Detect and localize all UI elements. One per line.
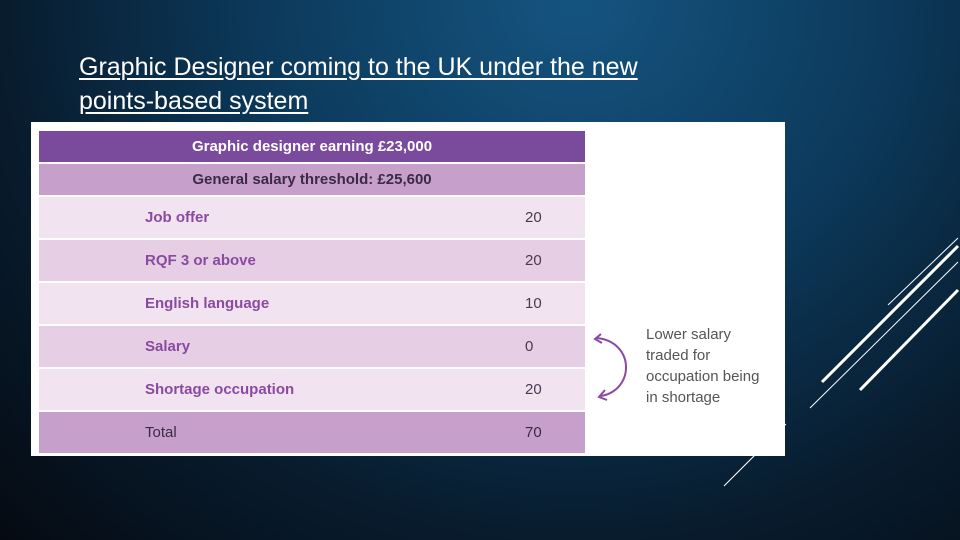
points-table: Graphic designer earning £23,000 General… (39, 129, 585, 455)
row-value-salary: 0 (525, 326, 585, 367)
table-row: Job offer 20 (39, 197, 585, 238)
row-value-english: 10 (525, 283, 585, 324)
row-label-rqf: RQF 3 or above (39, 240, 525, 281)
curved-arrow-icon (593, 333, 627, 401)
note-line: Lower salary (646, 326, 732, 343)
row-label-english: English language (39, 283, 525, 324)
total-label: Total (39, 412, 525, 453)
note-line: occupation being (646, 368, 760, 385)
points-figure: Graphic designer earning £23,000 General… (31, 122, 785, 456)
table-row: Salary 0 (39, 326, 585, 367)
row-label-salary: Salary (39, 326, 525, 367)
row-value-shortage: 20 (525, 369, 585, 410)
table-row: English language 10 (39, 283, 585, 324)
table-subheader: General salary threshold: £25,600 (39, 164, 585, 195)
table-header-row: Graphic designer earning £23,000 (39, 131, 585, 162)
row-value-rqf: 20 (525, 240, 585, 281)
row-label-job-offer: Job offer (39, 197, 525, 238)
table-row: RQF 3 or above 20 (39, 240, 585, 281)
table-total-row: Total 70 (39, 412, 585, 453)
total-value: 70 (525, 412, 585, 453)
note-line: traded for (646, 347, 711, 364)
note-line: in shortage (646, 389, 721, 406)
row-value-job-offer: 20 (525, 197, 585, 238)
table-header: Graphic designer earning £23,000 (39, 131, 585, 162)
table-row: Shortage occupation 20 (39, 369, 585, 410)
slide-title: Graphic Designer coming to the UK under … (79, 53, 638, 115)
trade-off-note: Lower salary traded for occupation being… (646, 324, 786, 408)
table-subheader-row: General salary threshold: £25,600 (39, 164, 585, 195)
row-label-shortage: Shortage occupation (39, 369, 525, 410)
